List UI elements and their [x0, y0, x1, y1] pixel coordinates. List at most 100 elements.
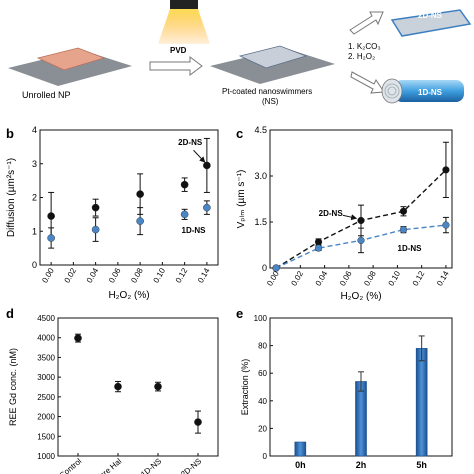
x-tick-label: 0.02: [63, 266, 79, 284]
bar: [415, 348, 428, 457]
data-point: [180, 180, 189, 189]
data-point: [314, 244, 323, 252]
treatment-step-2: 2. H₂O₂: [348, 52, 375, 61]
data-point: [442, 221, 450, 229]
data-point: [136, 190, 144, 198]
x-tick-label: 0.06: [107, 266, 123, 284]
x-tick-label: 2D-NS: [179, 457, 203, 474]
y-tick-label: 0: [263, 452, 268, 461]
data-point: [203, 161, 211, 170]
y-axis-label: Extraction (%): [240, 359, 250, 416]
data-point: [91, 225, 100, 234]
process-arrow-2d: [349, 11, 384, 35]
data-point: [272, 264, 280, 272]
data-point: [357, 216, 365, 225]
annotation-arrow: [342, 214, 358, 221]
series-annotation: 1D-NS: [398, 244, 423, 253]
coated-label-line1: Pt-coated nanoswimmers: [222, 87, 312, 96]
bar: [355, 381, 367, 457]
y-tick-label: 4500: [37, 314, 55, 323]
y-tick-label: 0: [262, 263, 267, 273]
panel-letter-c: c: [236, 126, 243, 141]
y-tick-label: 2000: [37, 413, 55, 422]
y-tick-label: 4000: [37, 334, 55, 343]
coated-label-line2: (NS): [262, 97, 279, 106]
nanotube-1d: [381, 78, 464, 104]
pvd-source-icon: [158, 0, 210, 44]
y-tick-label: 3500: [37, 353, 55, 362]
y-tick-label: 3000: [37, 373, 55, 382]
x-axis-label: H₂O₂ (%): [340, 291, 381, 302]
y-tick-label: 40: [258, 397, 267, 406]
x-tick-label: 0.02: [289, 269, 305, 287]
y-tick-label: 1.5: [254, 217, 267, 227]
y-tick-label: 20: [258, 424, 267, 433]
data-point: [399, 207, 408, 215]
plot-frame: [57, 317, 219, 457]
y-tick-label: 2: [32, 193, 37, 203]
x-tick-label: 0.10: [387, 269, 403, 287]
annotation-arrow: [193, 149, 206, 163]
treatment-step-1: 1. K₂CO₃: [348, 42, 381, 51]
bar: [294, 441, 307, 457]
x-tick-label: 0.08: [362, 269, 378, 287]
nanosheet-2d: [390, 9, 472, 37]
y-tick-label: 4.5: [254, 125, 267, 135]
ns1d-label: 1D-NS: [418, 88, 443, 97]
x-tick-label: 0h: [295, 460, 306, 470]
y-tick-label: 60: [258, 369, 267, 378]
y-axis-label: Diffusion (µm²s⁻¹): [6, 158, 17, 237]
data-point: [399, 226, 408, 234]
y-tick-label: 100: [254, 314, 268, 323]
data-point: [194, 418, 202, 426]
y-tick-label: 0: [32, 260, 37, 270]
x-tick-label: 0.00: [265, 269, 281, 287]
x-tick-label: Bare Hal: [94, 456, 124, 474]
data-point: [47, 212, 55, 220]
data-point: [114, 382, 122, 391]
x-tick-label: 0.14: [196, 266, 212, 284]
y-tick-label: 1000: [37, 452, 55, 461]
data-point: [47, 234, 55, 242]
data-point: [357, 236, 365, 245]
x-tick-label: 0.08: [129, 266, 145, 284]
x-tick-label: 2h: [356, 460, 367, 470]
panel-letter-e: e: [236, 306, 243, 321]
y-tick-label: 2500: [37, 393, 55, 402]
chart-gd-concentration: 1000 1500 2000 2500 3000 3500 4000 4500 Control B…: [8, 314, 219, 474]
panel-letter-b: b: [6, 126, 14, 141]
unrolled-nanoplate: [36, 47, 106, 71]
chart-diffusion: 0 1 2 3 4 0.00 0.02 0.04 0.06 0.08 0.10 0.12 0.14 2D-…: [6, 125, 219, 301]
x-tick-label: 0.00: [40, 266, 56, 284]
data-point: [136, 217, 144, 225]
schematic-panel: Unrolled NP PVD Pt-coated nanoswimmers (…: [8, 0, 472, 106]
series-annotation: 1D-NS: [182, 226, 207, 235]
y-tick-label: 1: [32, 226, 37, 236]
x-tick-label: 0.04: [85, 266, 101, 284]
pvd-label: PVD: [170, 46, 187, 55]
y-axis-label: REE Gd conc. (nM): [8, 348, 18, 426]
y-axis-label: Vₚₗₘ (µm s⁻¹): [236, 170, 247, 229]
x-axis-label: H₂O₂ (%): [108, 290, 149, 301]
chart-extraction: 0 20 40 60 80 100 0h 2h 5h Extraction (%): [240, 314, 453, 470]
y-tick-label: 3: [32, 159, 37, 169]
x-tick-label: 1D-NS: [139, 457, 163, 474]
series-annotation: 2D-NS: [178, 138, 203, 147]
data-point: [74, 334, 82, 342]
process-arrow-1d: [350, 71, 385, 94]
data-point: [442, 166, 450, 174]
x-tick-label: 5h: [416, 460, 427, 470]
data-point: [154, 382, 162, 391]
x-tick-label: 0.12: [411, 269, 427, 287]
data-point: [180, 210, 189, 219]
x-tick-label: 0.06: [338, 269, 354, 287]
x-tick-label: 0.12: [174, 266, 190, 284]
x-tick-label: 0.04: [314, 269, 330, 287]
y-tick-label: 80: [258, 342, 267, 351]
process-arrow-1: [149, 56, 203, 76]
coated-nanoplate: [238, 45, 308, 69]
unrolled-label: Unrolled NP: [22, 90, 71, 100]
y-tick-label: 4: [32, 125, 37, 135]
y-tick-label: 1500: [37, 432, 55, 441]
